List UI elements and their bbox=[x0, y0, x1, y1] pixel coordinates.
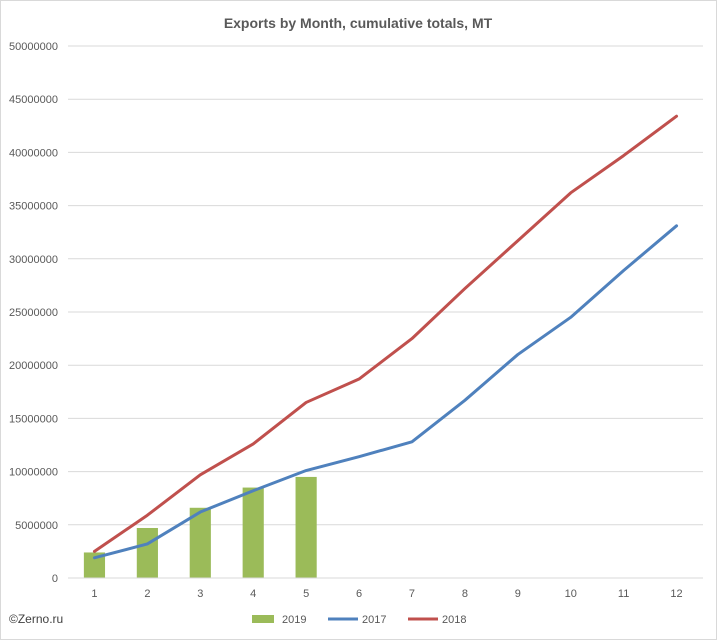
line-2018 bbox=[92, 114, 679, 553]
x-tick-label: 10 bbox=[565, 588, 577, 600]
grid bbox=[68, 45, 703, 526]
legend: 2019 2017 2018 bbox=[252, 614, 466, 626]
line-2017 bbox=[92, 224, 679, 560]
x-tick-label: 3 bbox=[197, 588, 203, 600]
bar-2019-1 bbox=[83, 552, 106, 578]
y-tick-label: 35000000 bbox=[9, 201, 58, 213]
y-tick-label: 5000000 bbox=[15, 520, 58, 532]
credit-text: ©Zerno.ru bbox=[9, 612, 64, 626]
x-tick-label: 7 bbox=[409, 588, 415, 600]
y-tick-label: 45000000 bbox=[9, 94, 58, 106]
bar-2019-5 bbox=[295, 476, 317, 578]
bar-2019-3 bbox=[189, 507, 211, 578]
y-tick-label: 40000000 bbox=[9, 147, 58, 159]
y-tick-label: 25000000 bbox=[9, 307, 58, 319]
y-axis: 0 5000000 10000000 15000000 20000000 25000000… bbox=[9, 41, 58, 585]
chart-title: Exports by Month, cumulative totals, MT bbox=[224, 15, 493, 31]
x-tick-label: 1 bbox=[91, 588, 97, 600]
y-tick-label: 20000000 bbox=[9, 360, 58, 372]
x-tick-label: 4 bbox=[250, 588, 256, 600]
legend-label-2017: 2017 bbox=[362, 614, 386, 626]
x-tick-label: 5 bbox=[303, 588, 309, 600]
y-tick-label: 15000000 bbox=[9, 413, 58, 425]
x-tick-label: 8 bbox=[462, 588, 468, 600]
y-tick-label: 30000000 bbox=[9, 254, 58, 266]
legend-label-2019: 2019 bbox=[282, 614, 306, 626]
legend-swatch-2019 bbox=[252, 615, 274, 623]
y-tick-label: 10000000 bbox=[9, 467, 58, 479]
bar-series bbox=[83, 476, 317, 578]
y-tick-label: 0 bbox=[52, 573, 58, 585]
x-tick-label: 6 bbox=[356, 588, 362, 600]
bar-2019-4 bbox=[242, 487, 264, 578]
x-tick-label: 11 bbox=[618, 588, 629, 600]
bar-2019-2 bbox=[136, 527, 158, 578]
y-tick-label: 50000000 bbox=[9, 41, 58, 53]
x-tick-label: 9 bbox=[515, 588, 521, 600]
line-series bbox=[92, 114, 679, 560]
x-tick-label: 12 bbox=[670, 588, 682, 600]
legend-label-2018: 2018 bbox=[442, 614, 466, 626]
x-axis: 1 2 3 4 5 6 7 8 9 10 11 12 bbox=[91, 588, 682, 600]
x-tick-label: 2 bbox=[144, 588, 150, 600]
